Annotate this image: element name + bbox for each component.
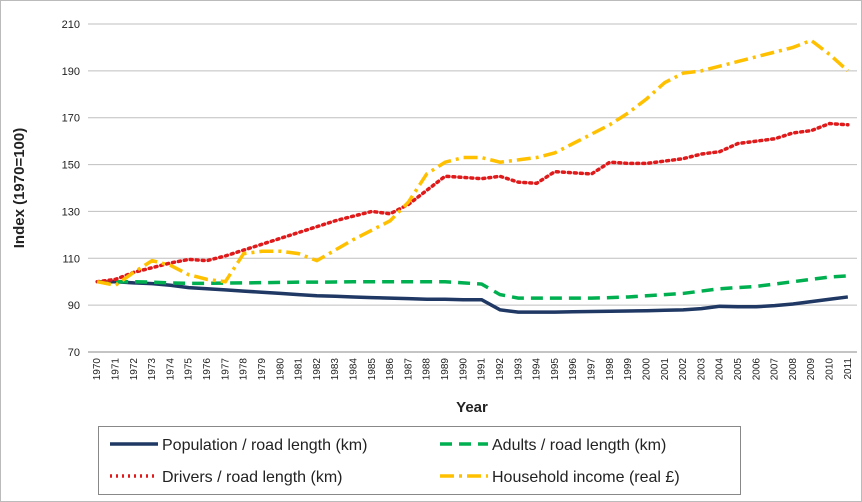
x-tick-label: 1996 bbox=[568, 358, 579, 381]
x-tick-label: 1993 bbox=[513, 358, 524, 381]
x-tick-label: 1988 bbox=[422, 358, 433, 381]
legend-label: Population / road length (km) bbox=[162, 437, 367, 454]
x-tick-label: 1972 bbox=[129, 358, 140, 381]
x-tick-label: 2001 bbox=[660, 358, 671, 381]
series-line bbox=[96, 38, 850, 288]
x-tick-label: 1992 bbox=[495, 358, 506, 381]
x-tick-label: 1997 bbox=[587, 358, 598, 381]
x-tick-label: 2010 bbox=[825, 358, 836, 381]
x-tick-label: 1999 bbox=[623, 358, 634, 381]
x-tick-label: 2004 bbox=[715, 358, 726, 381]
y-tick-label: 170 bbox=[62, 113, 80, 125]
x-tick-label: 1991 bbox=[477, 358, 488, 381]
legend-box bbox=[98, 426, 741, 495]
x-tick-label: 1974 bbox=[165, 358, 176, 381]
y-tick-label: 90 bbox=[68, 300, 80, 312]
x-tick-label: 1982 bbox=[312, 358, 323, 381]
x-tick-label: 2008 bbox=[788, 358, 799, 381]
series-line bbox=[95, 121, 850, 284]
legend-label: Household income (real £) bbox=[492, 469, 680, 486]
x-tick-label: 2000 bbox=[641, 358, 652, 381]
x-tick-label: 2007 bbox=[770, 358, 781, 381]
x-tick-label: 1980 bbox=[275, 358, 286, 381]
x-tick-label: 1990 bbox=[458, 358, 469, 381]
x-tick-label: 1987 bbox=[403, 358, 414, 381]
x-tick-label: 1970 bbox=[92, 358, 103, 381]
y-tick-label: 70 bbox=[68, 347, 80, 359]
x-tick-label: 1986 bbox=[385, 358, 396, 381]
x-tick-label: 1989 bbox=[440, 358, 451, 381]
legend-label: Drivers / road length (km) bbox=[162, 469, 343, 486]
x-tick-label: 1976 bbox=[202, 358, 213, 381]
x-tick-label: 2003 bbox=[696, 358, 707, 381]
x-tick-label: 2005 bbox=[733, 358, 744, 381]
legend-label: Adults / road length (km) bbox=[492, 437, 666, 454]
x-tick-label: 2009 bbox=[806, 358, 817, 381]
x-tick-label: 1978 bbox=[239, 358, 250, 381]
x-tick-label: 1975 bbox=[184, 358, 195, 381]
x-axis-label: Year bbox=[456, 399, 488, 416]
x-tick-label: 1981 bbox=[294, 358, 305, 381]
y-tick-label: 110 bbox=[62, 253, 80, 265]
series-line bbox=[97, 274, 848, 300]
x-tick-label: 1998 bbox=[605, 358, 616, 381]
y-axis-label: Index (1970=100) bbox=[11, 128, 28, 249]
y-tick-label: 210 bbox=[62, 19, 80, 31]
x-tick-label: 1977 bbox=[220, 358, 231, 381]
x-tick-label: 1973 bbox=[147, 358, 158, 381]
x-tick-label: 1971 bbox=[110, 358, 121, 381]
x-tick-label: 1979 bbox=[257, 358, 268, 381]
x-tick-label: 1994 bbox=[532, 358, 543, 381]
y-tick-label: 150 bbox=[62, 160, 80, 172]
x-tick-label: 2006 bbox=[751, 358, 762, 381]
x-tick-label: 2002 bbox=[678, 358, 689, 381]
x-tick-label: 1983 bbox=[330, 358, 341, 381]
series-line bbox=[97, 279, 849, 314]
x-tick-label: 1995 bbox=[550, 358, 561, 381]
x-tick-label: 1984 bbox=[348, 358, 359, 381]
x-tick-label: 1985 bbox=[367, 358, 378, 381]
y-tick-label: 190 bbox=[62, 66, 80, 78]
y-tick-label: 130 bbox=[62, 206, 80, 218]
x-tick-label: 2011 bbox=[843, 358, 854, 380]
